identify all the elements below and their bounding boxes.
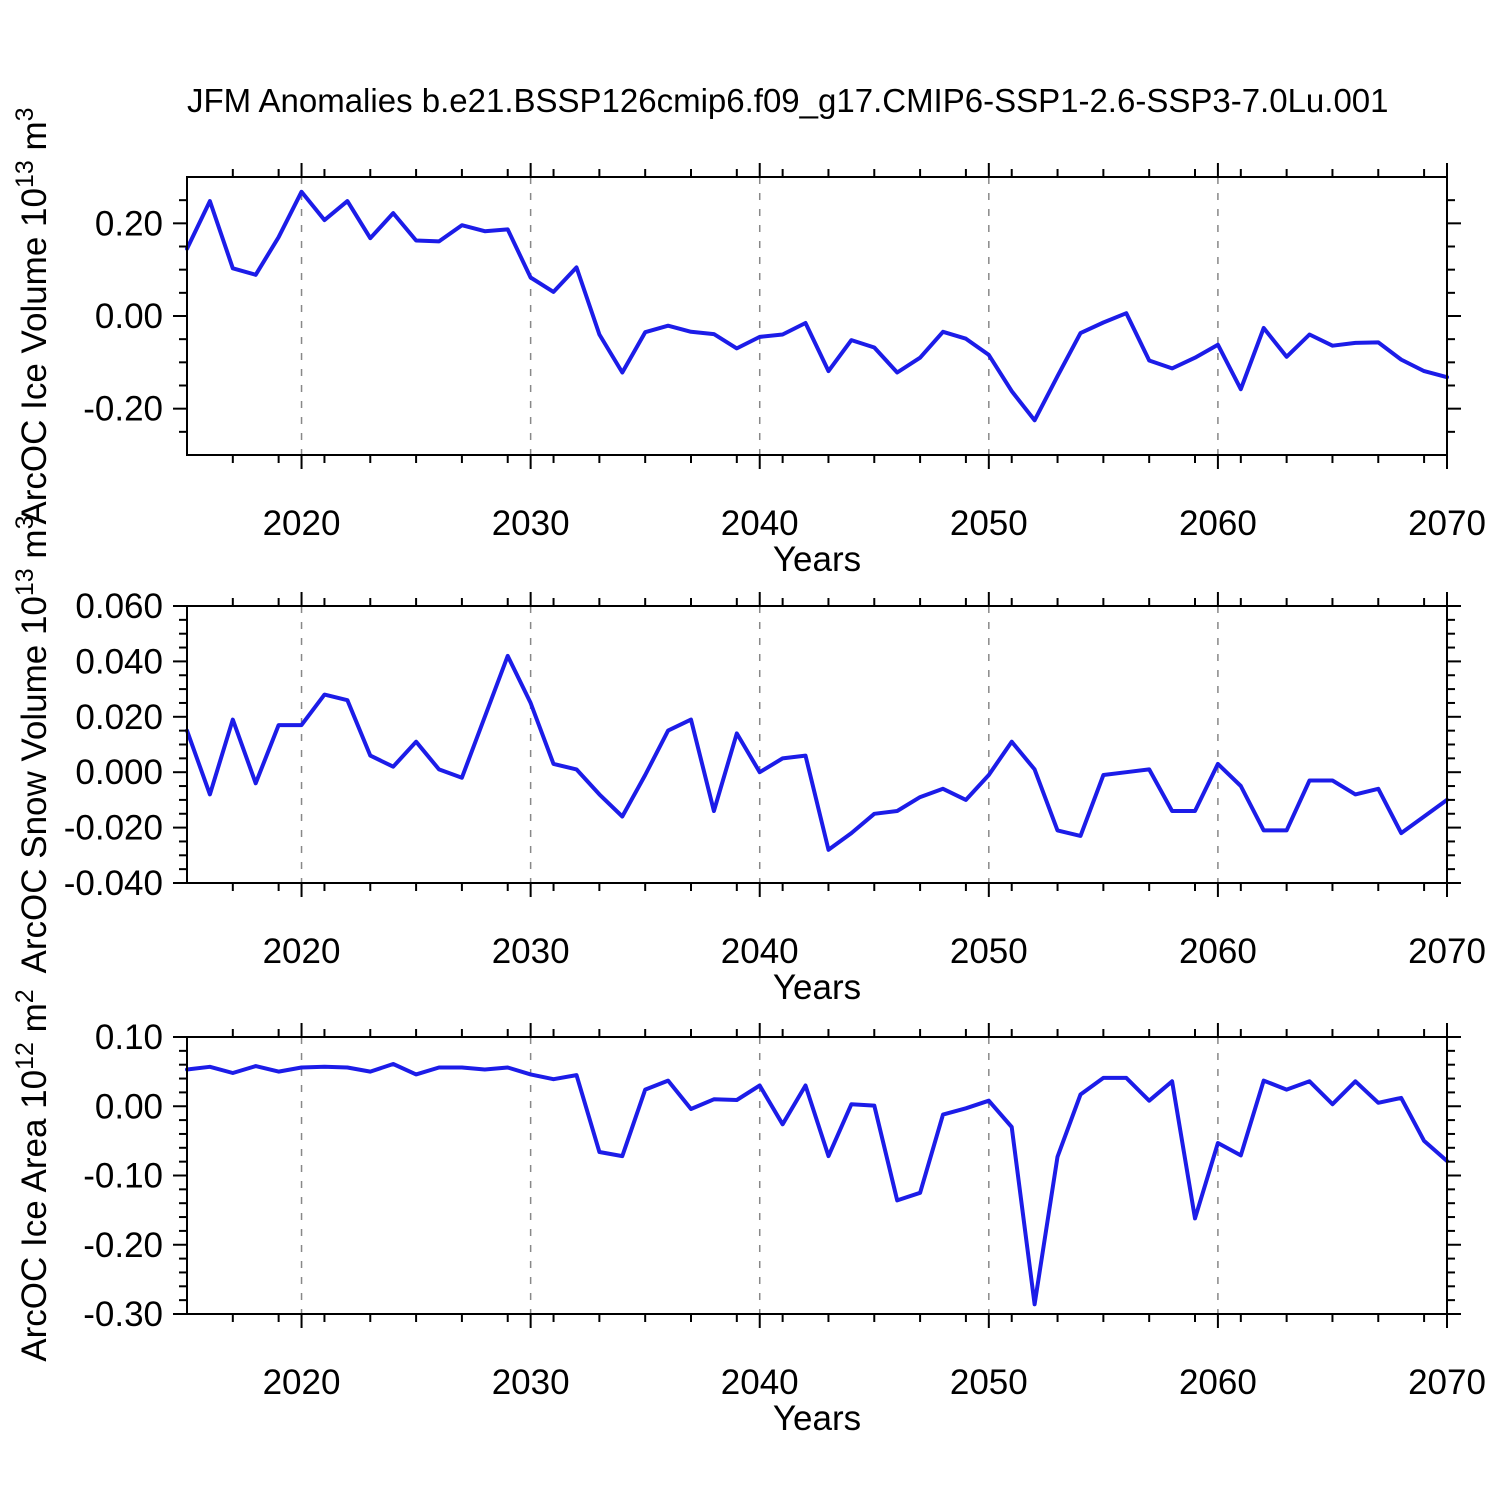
ice-area-x-tick-label-2060: 2060 [1179, 1363, 1257, 1402]
ice-area-series-line [185, 1062, 1449, 1307]
ice-volume-x-axis-title: Years [773, 540, 861, 579]
snow-volume-y-tick-labels: 0.060 0.040 0.020 0.000 -0.020 -0.040 [64, 587, 163, 903]
ice-volume-x-tick-label-2050: 2050 [950, 504, 1028, 543]
snow-volume-y-tick-label: -0.040 [64, 864, 163, 903]
snow-volume-x-tick-label-2020: 2020 [263, 932, 341, 971]
ice-volume-x-tick-label-2060: 2060 [1179, 504, 1257, 543]
ice-volume-plot: 0.20 0.00 -0.20 2020 2030 2040 2050 2060 2070 Yea… [11, 107, 1486, 579]
ice-volume-y-tick-labels: 0.20 0.00 -0.20 [83, 204, 163, 428]
snow-volume-y-tick-label: 0.040 [75, 642, 163, 681]
ice-area-y-axis-title: ArcOC Ice Area 1012 m2 [11, 989, 54, 1361]
ice-volume-y-tick-label: -0.20 [83, 390, 163, 429]
snow-volume-x-tick-labels: 2020 2030 2040 2050 2060 2070 [263, 932, 1486, 971]
snow-volume-series-line [185, 653, 1449, 852]
ice-volume-y-axis-title: ArcOC Ice Volume 1013 m3 [11, 107, 54, 524]
snow-volume-axes-frame [186, 605, 1448, 884]
snow-volume-x-tick-label-2060: 2060 [1179, 932, 1257, 971]
ice-volume-y-tick-label: 0.00 [95, 297, 163, 336]
ice-area-y-tick-labels: 0.10 0.00 -0.10 -0.20 -0.30 [83, 1018, 163, 1334]
ice-area-ticks [173, 1023, 1461, 1328]
snow-volume-ticks [173, 592, 1461, 897]
ice-volume-x-tick-label-2040: 2040 [721, 504, 799, 543]
ice-area-y-tick-label: 0.10 [95, 1018, 163, 1057]
snow-volume-x-tick-label-2040: 2040 [721, 932, 799, 971]
ice-volume-y-tick-label: 0.20 [95, 204, 163, 243]
ice-area-x-tick-label-2020: 2020 [263, 1363, 341, 1402]
snow-volume-y-tick-label: 0.000 [75, 753, 163, 792]
ice-volume-ticks [173, 163, 1461, 469]
ice-volume-x-tick-label-2070: 2070 [1408, 504, 1486, 543]
ice-area-x-tick-label-2070: 2070 [1408, 1363, 1486, 1402]
snow-volume-plot: 0.060 0.040 0.020 0.000 -0.020 -0.040 2020 2030… [11, 515, 1486, 1007]
snow-volume-x-tick-label-2050: 2050 [950, 932, 1028, 971]
ice-volume-series-line [185, 189, 1449, 423]
ice-area-y-tick-label: -0.10 [83, 1157, 163, 1196]
ice-volume-axes-frame [186, 176, 1448, 456]
ice-volume-x-tick-label-2020: 2020 [263, 504, 341, 543]
ice-area-x-tick-label-2030: 2030 [492, 1363, 570, 1402]
ice-area-x-tick-label-2050: 2050 [950, 1363, 1028, 1402]
snow-volume-y-axis-title: ArcOC Snow Volume 1013 m3 [11, 515, 54, 973]
snow-volume-y-tick-label: 0.020 [75, 698, 163, 737]
snow-volume-y-tick-label: -0.020 [64, 809, 163, 848]
snow-volume-x-tick-label-2030: 2030 [492, 932, 570, 971]
snow-volume-x-axis-title: Years [773, 968, 861, 1007]
ice-area-x-axis-title: Years [773, 1399, 861, 1438]
ice-area-x-tick-label-2040: 2040 [721, 1363, 799, 1402]
ice-area-y-tick-label: -0.20 [83, 1226, 163, 1265]
snow-volume-y-tick-label: 0.060 [75, 587, 163, 626]
ice-area-y-tick-label: 0.00 [95, 1087, 163, 1126]
ice-volume-x-tick-label-2030: 2030 [492, 504, 570, 543]
ice-area-y-tick-label: -0.30 [83, 1295, 163, 1334]
snow-volume-x-tick-label-2070: 2070 [1408, 932, 1486, 971]
ice-area-axes-frame [186, 1036, 1448, 1315]
ice-area-x-tick-labels: 2020 2030 2040 2050 2060 2070 [263, 1363, 1486, 1402]
ice-volume-x-tick-labels: 2020 2030 2040 2050 2060 2070 [263, 504, 1486, 543]
chart-title: JFM Anomalies b.e21.BSSP126cmip6.f09_g17… [187, 82, 1389, 119]
